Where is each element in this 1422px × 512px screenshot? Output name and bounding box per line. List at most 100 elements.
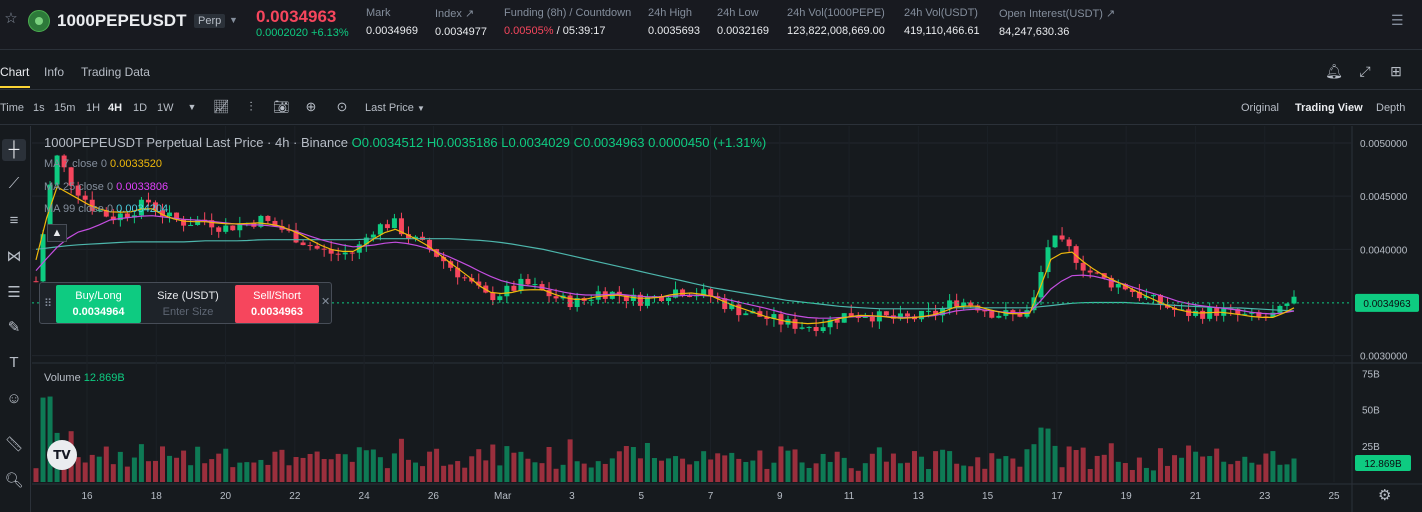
sell-short-button[interactable]: Sell/Short 0.0034963 [235,285,319,323]
stat-value: 0.0034977 [435,26,487,38]
interval-1s[interactable]: 1s [33,102,45,114]
view-depth[interactable]: Depth [1376,102,1406,114]
tab-trading-data[interactable]: Trading Data [81,65,150,79]
view-trading-view[interactable]: Trading View [1295,102,1363,114]
candle-body [321,248,327,250]
trendline-icon[interactable]: ⟋ [8,175,20,192]
buy-long-button[interactable]: Buy/Long 0.0034964 [56,285,141,323]
volume-bar [223,448,229,482]
candle-body [996,315,1002,318]
volume-bar [110,464,116,482]
candle-body [328,249,334,254]
close-icon[interactable]: ✕ [321,296,331,308]
candle-body [40,234,46,282]
volume-tick-label: 75B [1362,369,1380,380]
indicators-icon[interactable]: 📈︎ [213,99,230,114]
interval-4h[interactable]: 4H [108,102,123,114]
volume-bar [307,453,313,482]
interval-dropdown-icon[interactable]: ▼ [187,102,197,112]
ma99-label: MA 99 close 0 [44,203,114,215]
volume-bar [778,446,784,482]
stat-open-interest[interactable]: Open Interest(USDT) ↗ 84,247,630.36 [999,7,1115,38]
ma99-legend: MA 99 close 0 0.0034204 [44,203,168,215]
candle-body [1017,313,1023,317]
ticker-header: ☆ 1000PEPEUSDT Perp ▼ 0.0034963 0.000202… [0,0,1422,50]
volume-bar [982,468,988,482]
zoom-icon[interactable]: 🔍︎ [4,472,24,489]
menu-icon[interactable]: ☰ [1391,12,1404,28]
ruler-icon[interactable]: 📏︎ [4,436,24,453]
candle-body [384,224,390,229]
volume-bar [441,465,447,482]
volume-bar [673,456,679,482]
emoji-icon[interactable]: ☺ [6,390,22,407]
brush-icon[interactable]: ✎ [7,319,21,336]
volume-bar [750,460,756,482]
candle-body [1256,312,1262,317]
fib-icon[interactable]: ☰ [7,284,21,301]
candle-type-icon[interactable]: ⫶ [249,99,253,114]
bell-icon[interactable]: 🔔︎ [1325,63,1343,79]
volume-bar [792,449,798,482]
candle-body [1214,307,1220,316]
time-tick-label: 9 [777,491,783,502]
candle-body [314,245,320,249]
price-type-select[interactable]: Last Price ▼ [365,102,425,114]
grid-icon[interactable]: ⊞ [1390,63,1402,79]
volume-bar [862,463,868,482]
interval-1d[interactable]: 1D [133,102,148,114]
expand-icon[interactable]: ⤢ [1359,63,1371,79]
volume-bar [167,455,173,482]
screenshot-icon[interactable]: 📷︎ [273,99,290,114]
tradingview-logo[interactable]: TV [47,440,77,470]
candle-body [1087,270,1093,273]
pattern-icon[interactable]: ⋈ [6,248,22,265]
chart-area[interactable]: 0.0050000 0.0045000 0.0040000 0.0030000 75B 5… [32,126,1422,512]
candle-body [933,310,939,316]
interval-15m[interactable]: 15m [54,102,76,114]
settings-circle-icon[interactable]: ⊙ [336,99,348,114]
candle-body [1094,272,1100,274]
volume-bar [567,439,573,482]
text-icon[interactable]: T [9,354,19,371]
interval-time[interactable]: Time [0,102,25,114]
crosshair-icon[interactable]: ┼ [2,139,26,161]
tab-info[interactable]: Info [44,65,65,79]
size-input[interactable]: Size (USDT) Enter Size [143,285,233,323]
volume-bar [588,467,594,482]
view-original[interactable]: Original [1241,102,1279,114]
tab-chart[interactable]: Chart [0,65,30,79]
candle-body [848,313,854,317]
volume-bar [1186,445,1192,482]
symbol-dropdown-caret-icon[interactable]: ▼ [229,15,238,25]
volume-bar [370,449,376,482]
volume-bar [911,451,917,482]
candle-body [342,252,348,255]
interval-1w[interactable]: 1W [157,102,174,114]
legend-collapse-chevron-icon[interactable]: ▲ [47,224,67,242]
volume-bar [743,461,749,482]
volume-bar [764,468,770,482]
candle-body [117,213,123,221]
candle-body [1284,303,1290,306]
favorite-star-icon[interactable]: ☆ [4,10,18,27]
symbol-name[interactable]: 1000PEPEUSDT [57,11,187,30]
volume-bar [848,468,854,482]
drag-handle-icon[interactable]: ⠿ [44,298,53,310]
time-tick-label: 22 [289,491,301,502]
add-indicator-icon[interactable]: ⊕ [305,99,317,114]
volume-bar [1193,451,1199,482]
time-tick-label: 15 [982,491,994,502]
chart-settings-gear-icon[interactable]: ⚙ [1378,487,1392,504]
volume-bar [1214,448,1220,482]
candle-body [904,313,910,317]
horizontal-lines-icon[interactable]: ≡ [9,212,19,229]
stat-value: 123,822,008,669.00 [787,25,885,37]
interval-1h[interactable]: 1H [86,102,101,114]
volume-bar [1059,467,1065,482]
candle-body [532,284,538,286]
volume-bar [75,457,81,482]
stat-index[interactable]: Index ↗ 0.0034977 [435,7,487,38]
volume-bar [644,443,650,482]
volume-bar [560,464,566,482]
